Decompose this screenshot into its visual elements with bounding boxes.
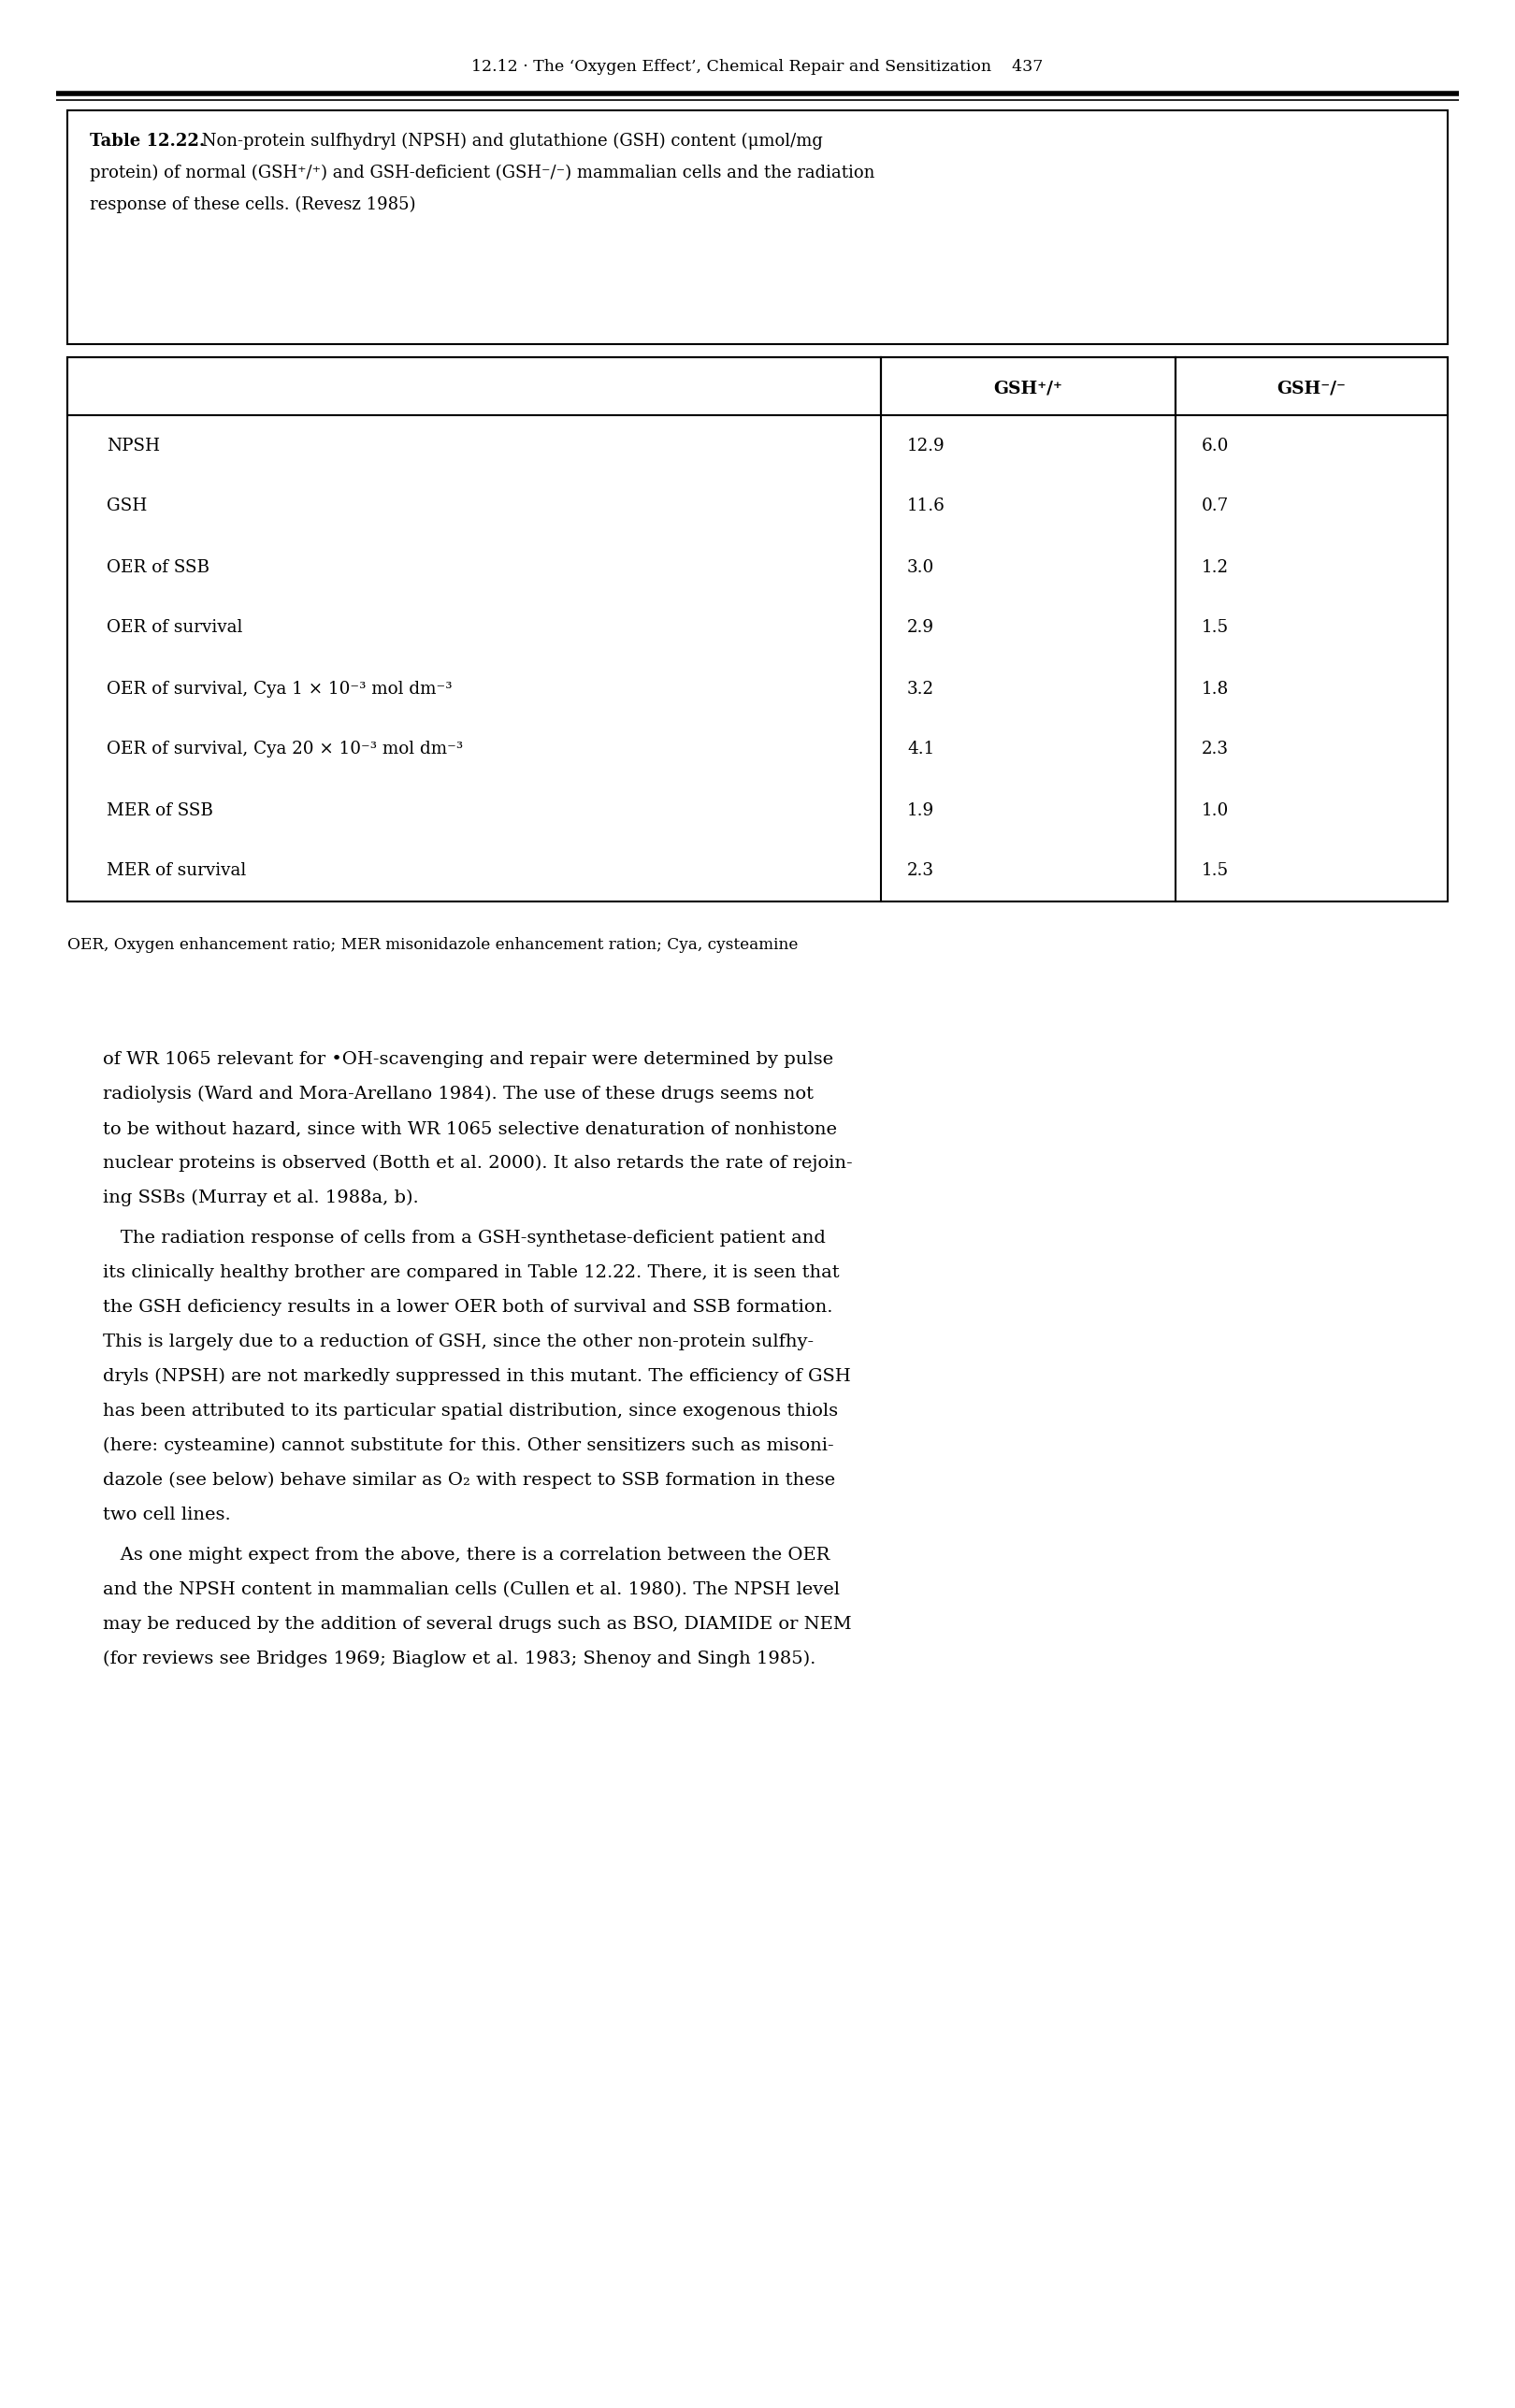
Text: protein) of normal (GSH⁺/⁺) and GSH-deficient (GSH⁻/⁻) mammalian cells and the r: protein) of normal (GSH⁺/⁺) and GSH-defi… [89, 164, 874, 181]
Text: 11.6: 11.6 [907, 498, 945, 515]
Text: GSH⁺/⁺: GSH⁺/⁺ [994, 380, 1064, 397]
Text: 1.9: 1.9 [907, 802, 935, 819]
Text: 2.3: 2.3 [907, 862, 935, 879]
Text: OER of survival: OER of survival [106, 619, 242, 636]
Text: (for reviews see Bridges 1969; Biaglow et al. 1983; Shenoy and Singh 1985).: (for reviews see Bridges 1969; Biaglow e… [103, 1649, 817, 1669]
Text: This is largely due to a reduction of GSH, since the other non-protein sulfhy-: This is largely due to a reduction of GS… [103, 1334, 814, 1351]
Text: Table 12.22.: Table 12.22. [89, 132, 205, 149]
Text: its clinically healthy brother are compared in Table 12.22. There, it is seen th: its clinically healthy brother are compa… [103, 1264, 839, 1281]
Text: 1.8: 1.8 [1201, 681, 1229, 698]
Bar [880, 356, 1176, 414]
Text: The radiation response of cells from a GSH-synthetase-deficient patient and: The radiation response of cells from a G… [103, 1230, 826, 1247]
Text: radiolysis (Ward and Mora-Arellano 1984). The use of these drugs seems not: radiolysis (Ward and Mora-Arellano 1984)… [103, 1086, 814, 1103]
Text: 1.0: 1.0 [1201, 802, 1229, 819]
Text: 0.7: 0.7 [1201, 498, 1229, 515]
Text: MER of survival: MER of survival [106, 862, 245, 879]
Text: two cell lines.: two cell lines. [103, 1507, 230, 1524]
Text: GSH⁻/⁻: GSH⁻/⁻ [1277, 380, 1347, 397]
Text: GSH: GSH [106, 498, 147, 515]
Text: 3.2: 3.2 [907, 681, 935, 698]
Text: 12.9: 12.9 [907, 438, 945, 455]
Text: 1.5: 1.5 [1201, 619, 1229, 636]
Text: 4.1: 4.1 [907, 742, 935, 759]
Text: OER, Oxygen enhancement ratio; MER misonidazole enhancement ration; Cya, cysteam: OER, Oxygen enhancement ratio; MER mison… [67, 937, 798, 954]
Text: 2.9: 2.9 [907, 619, 935, 636]
Text: to be without hazard, since with WR 1065 selective denaturation of nonhistone: to be without hazard, since with WR 1065… [103, 1120, 836, 1137]
Bar [67, 111, 1448, 344]
Text: of WR 1065 relevant for •OH-scavenging and repair were determined by pulse: of WR 1065 relevant for •OH-scavenging a… [103, 1052, 833, 1067]
Text: 1.2: 1.2 [1201, 559, 1229, 576]
Text: NPSH: NPSH [106, 438, 161, 455]
Text: OER of SSB: OER of SSB [106, 559, 209, 576]
Bar [67, 356, 1448, 901]
Text: response of these cells. (Revesz 1985): response of these cells. (Revesz 1985) [89, 197, 415, 214]
Text: 3.0: 3.0 [907, 559, 935, 576]
Text: and the NPSH content in mammalian cells (Cullen et al. 1980). The NPSH level: and the NPSH content in mammalian cells … [103, 1582, 839, 1599]
Text: nuclear proteins is observed (Botth et al. 2000). It also retards the rate of re: nuclear proteins is observed (Botth et a… [103, 1156, 853, 1173]
Text: OER of survival, Cya 20 × 10⁻³ mol dm⁻³: OER of survival, Cya 20 × 10⁻³ mol dm⁻³ [106, 742, 464, 759]
Text: dryls (NPSH) are not markedly suppressed in this mutant. The efficiency of GSH: dryls (NPSH) are not markedly suppressed… [103, 1368, 851, 1385]
Text: As one might expect from the above, there is a correlation between the OER: As one might expect from the above, ther… [103, 1546, 830, 1563]
Text: the GSH deficiency results in a lower OER both of survival and SSB formation.: the GSH deficiency results in a lower OE… [103, 1298, 833, 1315]
Text: 2.3: 2.3 [1201, 742, 1229, 759]
Text: may be reduced by the addition of several drugs such as BSO, DIAMIDE or NEM: may be reduced by the addition of severa… [103, 1616, 851, 1633]
Text: OER of survival, Cya 1 × 10⁻³ mol dm⁻³: OER of survival, Cya 1 × 10⁻³ mol dm⁻³ [106, 681, 451, 698]
Text: (here: cysteamine) cannot substitute for this. Other sensitizers such as misoni-: (here: cysteamine) cannot substitute for… [103, 1438, 833, 1454]
Text: 12.12 · The ‘Oxygen Effect’, Chemical Repair and Sensitization    437: 12.12 · The ‘Oxygen Effect’, Chemical Re… [471, 60, 1044, 75]
Text: ing SSBs (Murray et al. 1988a, b).: ing SSBs (Murray et al. 1988a, b). [103, 1190, 418, 1206]
Text: has been attributed to its particular spatial distribution, since exogenous thio: has been attributed to its particular sp… [103, 1404, 838, 1421]
Text: MER of SSB: MER of SSB [106, 802, 214, 819]
Text: Non-protein sulfhydryl (NPSH) and glutathione (GSH) content (μmol/mg: Non-protein sulfhydryl (NPSH) and glutat… [197, 132, 823, 149]
Bar [1176, 356, 1448, 414]
Text: dazole (see below) behave similar as O₂ with respect to SSB formation in these: dazole (see below) behave similar as O₂ … [103, 1471, 835, 1488]
Text: 6.0: 6.0 [1201, 438, 1229, 455]
Bar [67, 356, 880, 414]
Text: 1.5: 1.5 [1201, 862, 1229, 879]
